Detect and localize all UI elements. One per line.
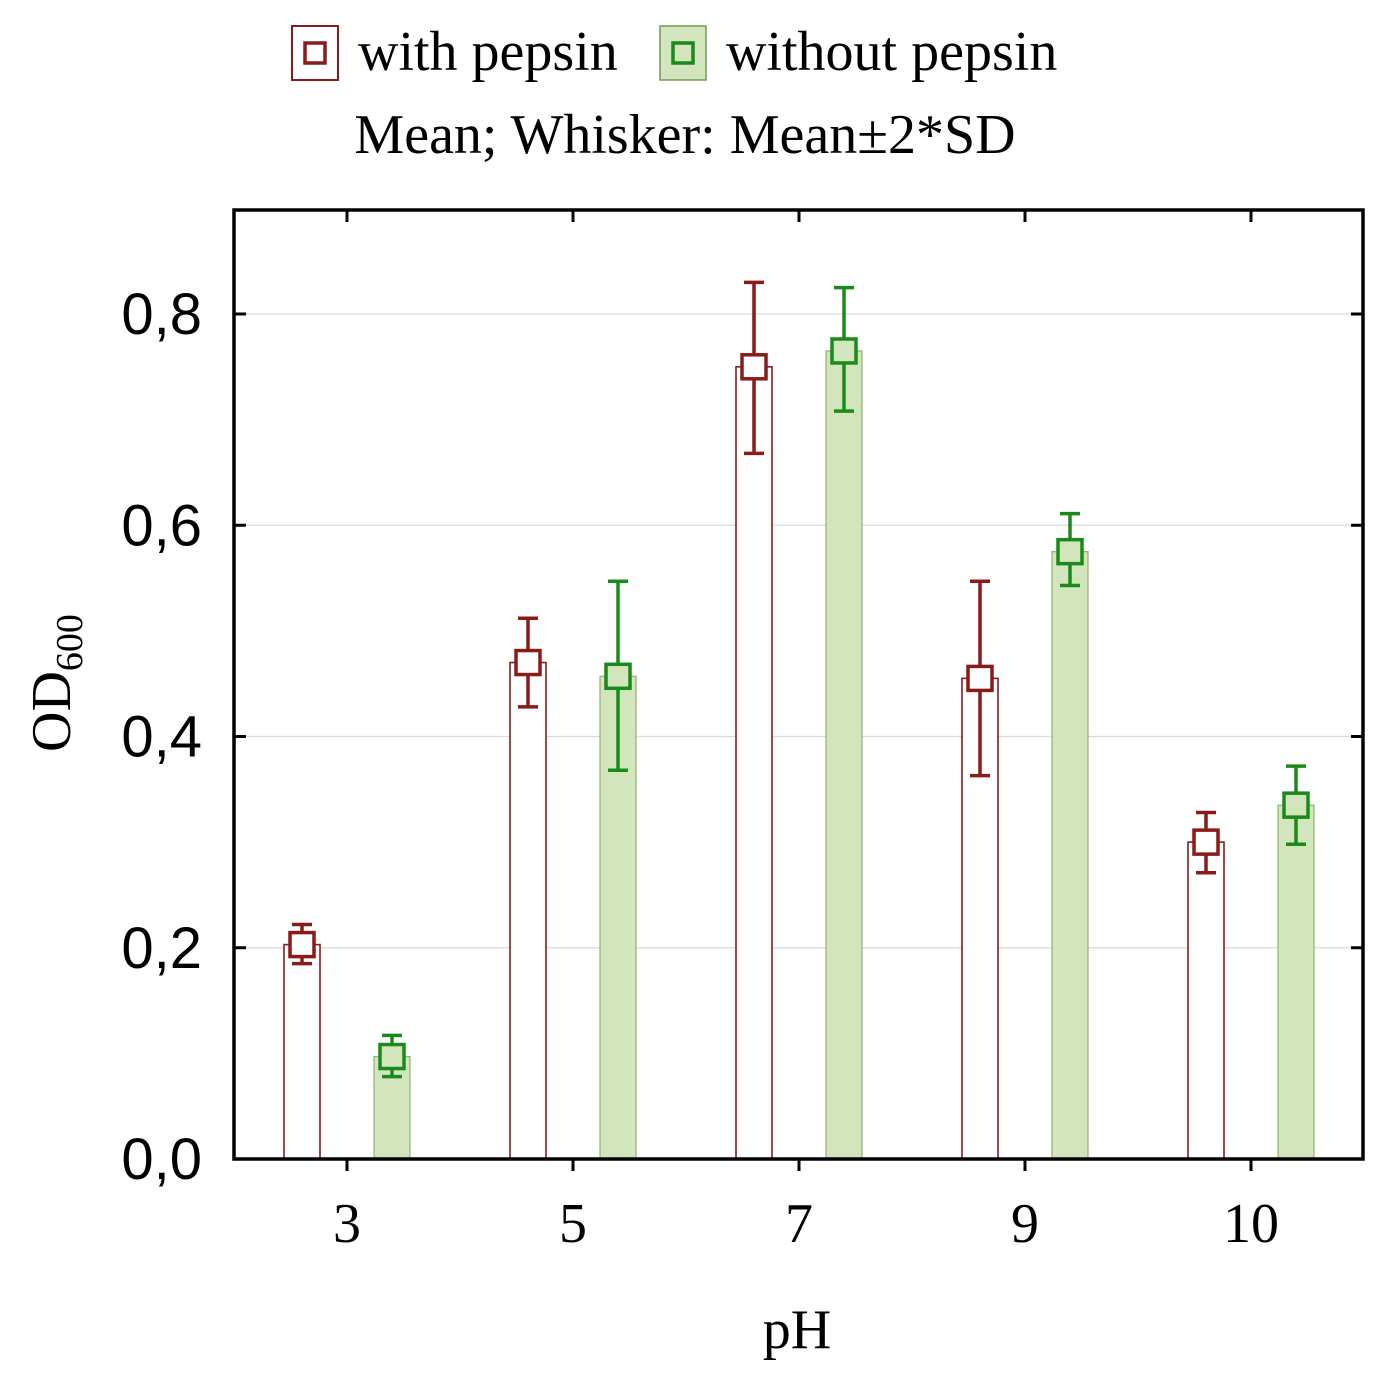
bar-with-pepsin-10 [1187,841,1225,1160]
x-tick-label: 9 [1011,1193,1039,1255]
x-axis-title: pH [763,1299,831,1361]
mean-marker [1282,791,1310,819]
mean-marker [288,930,316,959]
mean-marker [1056,537,1084,566]
bars [283,350,1315,1160]
mean-marker [966,664,994,693]
x-tick-label: 7 [785,1193,813,1255]
y-tick-label: 0,0 [121,1127,202,1192]
x-tick-label: 3 [333,1193,361,1255]
legend-marker-with-pepsin [303,41,327,65]
bar-with-pepsin-5 [509,661,547,1160]
y-axis: 0,0 0,2 0,4 0,6 0,8 [121,282,1363,1192]
plot-frame [232,208,1365,1161]
gridlines [234,313,1363,949]
y-tick-label: 0,4 [121,705,202,770]
error-bars [288,280,1310,1079]
x-tick-label: 5 [559,1193,587,1255]
mean-marker [604,662,632,691]
y-tick-label: 0,6 [121,493,202,558]
y-tick-label: 0,8 [121,282,202,347]
svg-text:OD600: OD600 [21,614,91,752]
legend: with pepsin without pepsin [291,21,1057,83]
bar-with-pepsin-3 [283,943,321,1160]
bar-with-pepsin-7 [735,366,773,1160]
x-tick-label: 10 [1223,1193,1279,1255]
y-tick-label: 0,2 [121,916,202,981]
bar-without-pepsin-7 [825,350,863,1160]
legend-swatch-with-pepsin [291,25,339,81]
y-axis-title-main: OD [21,671,83,752]
legend-marker-without-pepsin [671,41,695,65]
legend-swatch-without-pepsin [659,25,707,81]
legend-label-without-pepsin: without pepsin [726,21,1057,83]
y-axis-title-subscript: 600 [49,614,91,671]
y-axis-title: OD600 [21,614,91,752]
x-axis: 3 5 7 9 10 [333,210,1279,1255]
bar-without-pepsin-9 [1051,551,1089,1160]
bar-without-pepsin-10 [1277,804,1315,1160]
legend-label-with-pepsin: with pepsin [358,21,618,83]
mean-marker [378,1042,406,1071]
mean-marker [514,648,542,677]
mean-marker [1192,828,1220,856]
mean-marker [830,337,858,365]
chart-subtitle: Mean; Whisker: Mean±2*SD [354,104,1015,166]
mean-marker [740,353,768,381]
